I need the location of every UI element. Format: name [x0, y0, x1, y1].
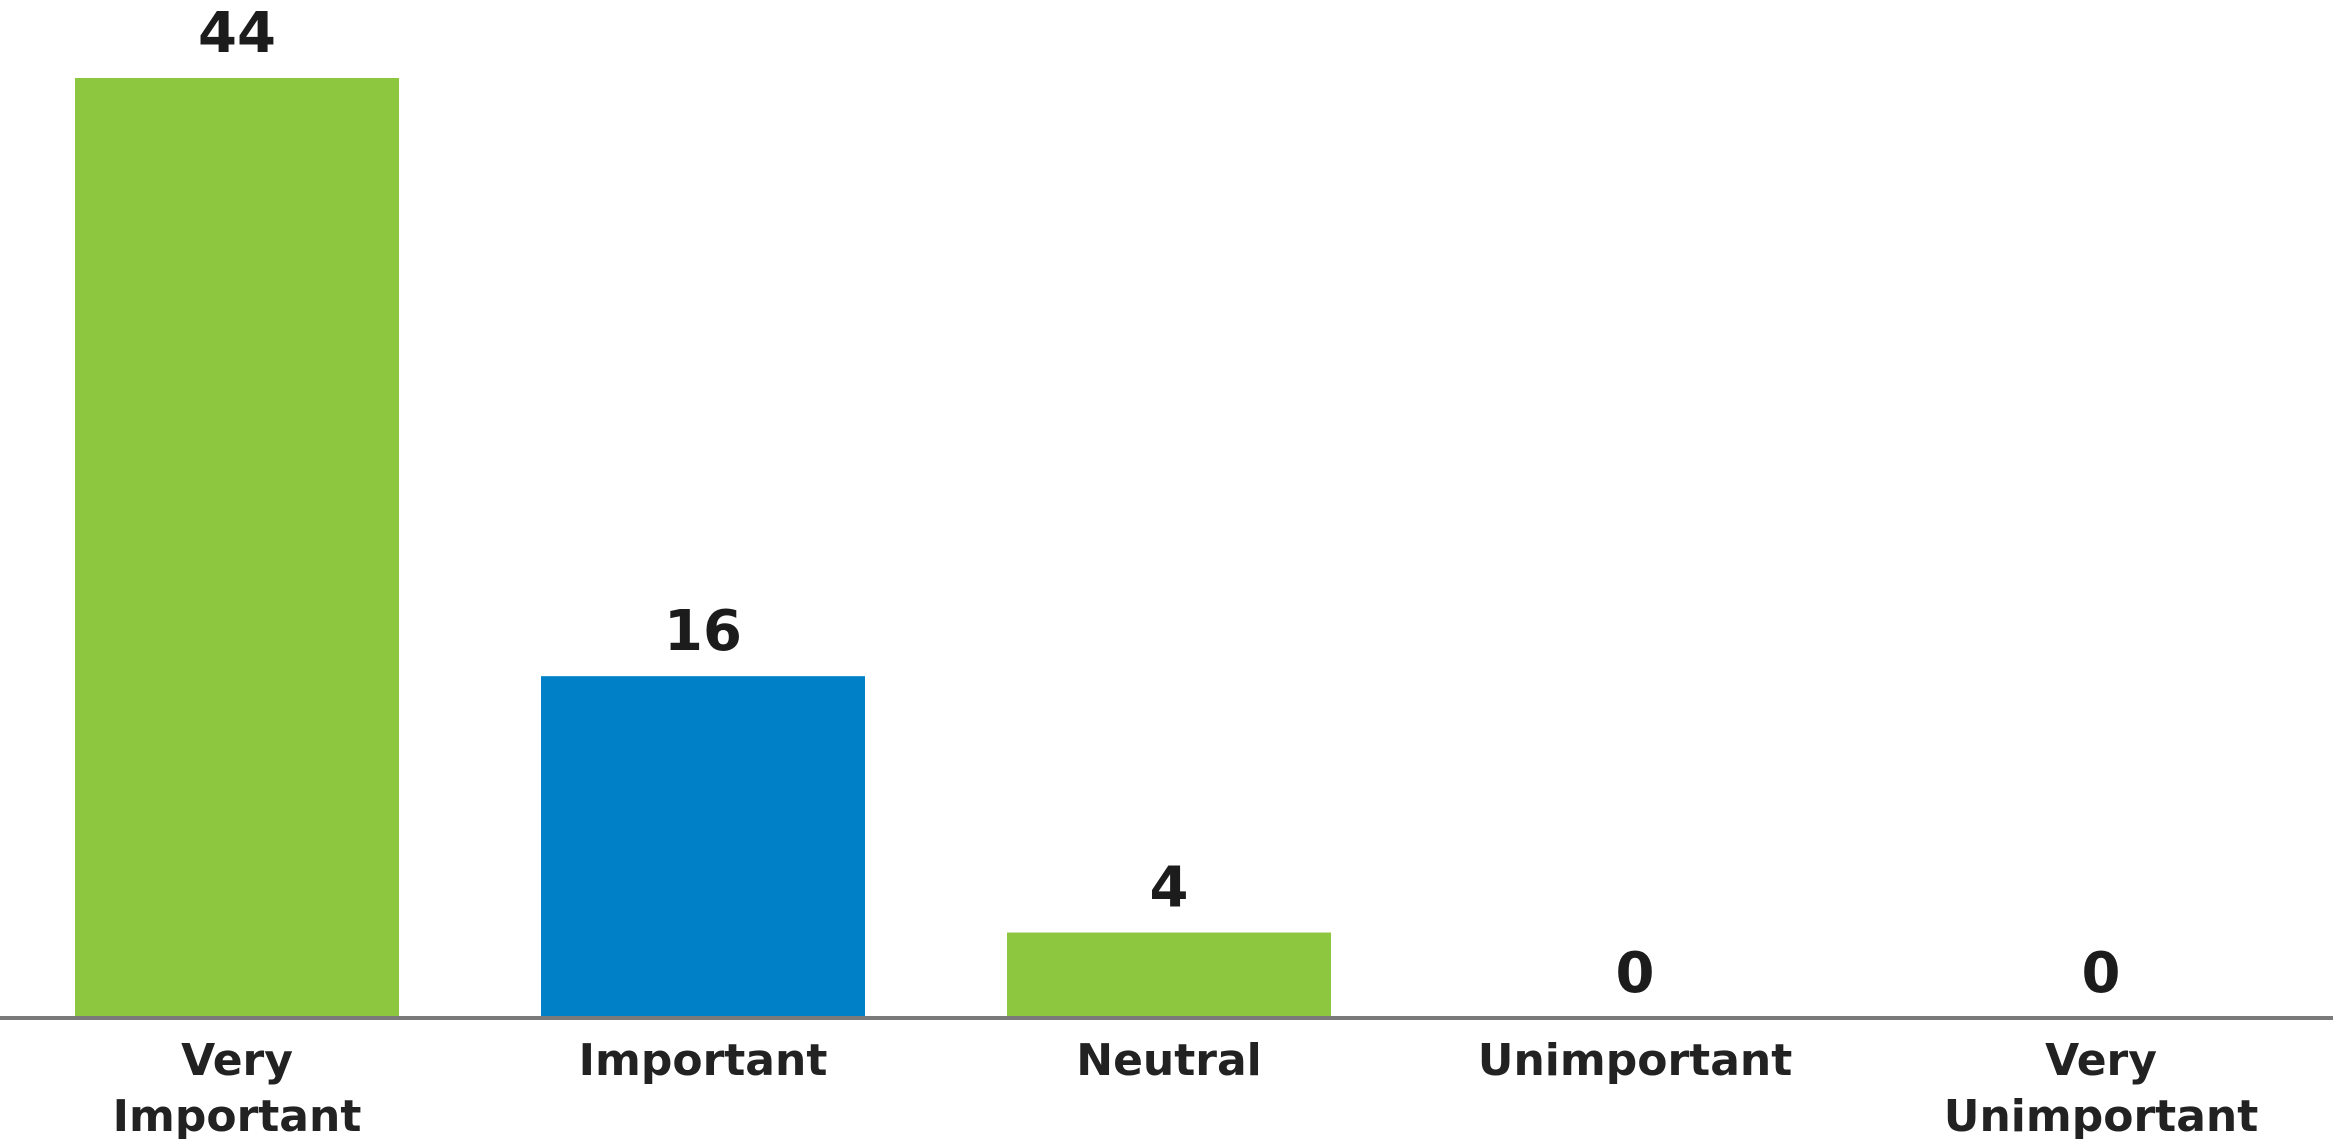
category-label-2: Neutral [1076, 1035, 1262, 1086]
category-label-0-line-1: Important [113, 1091, 362, 1139]
bar-2 [1007, 932, 1331, 1018]
category-labels-group: Very Important Important Neutral Unimportant… [113, 1035, 2259, 1139]
category-label-1: Important [579, 1035, 828, 1086]
category-label-3-line-0: Unimportant [1478, 1035, 1793, 1086]
category-label-1-line-0: Important [579, 1035, 828, 1086]
value-label-4: 0 [2082, 941, 2121, 1006]
bar-1 [541, 676, 865, 1018]
category-label-4-line-0: Very [2045, 1035, 2157, 1086]
category-label-0-line-0: Very [181, 1035, 293, 1086]
bars-group [75, 78, 1331, 1018]
value-labels-group: 44 16 4 0 0 [198, 1, 2120, 1006]
category-label-4-line-1: Unimportant [1944, 1091, 2259, 1139]
value-label-3: 0 [1616, 941, 1655, 1006]
value-label-2: 4 [1150, 856, 1189, 921]
bar-0 [75, 78, 399, 1018]
value-label-0: 44 [198, 1, 276, 66]
category-label-2-line-0: Neutral [1076, 1035, 1262, 1086]
value-label-1: 16 [664, 599, 742, 664]
category-label-0: Very Important [113, 1035, 362, 1139]
category-label-4: Very Unimportant [1944, 1035, 2259, 1139]
category-label-3: Unimportant [1478, 1035, 1793, 1086]
